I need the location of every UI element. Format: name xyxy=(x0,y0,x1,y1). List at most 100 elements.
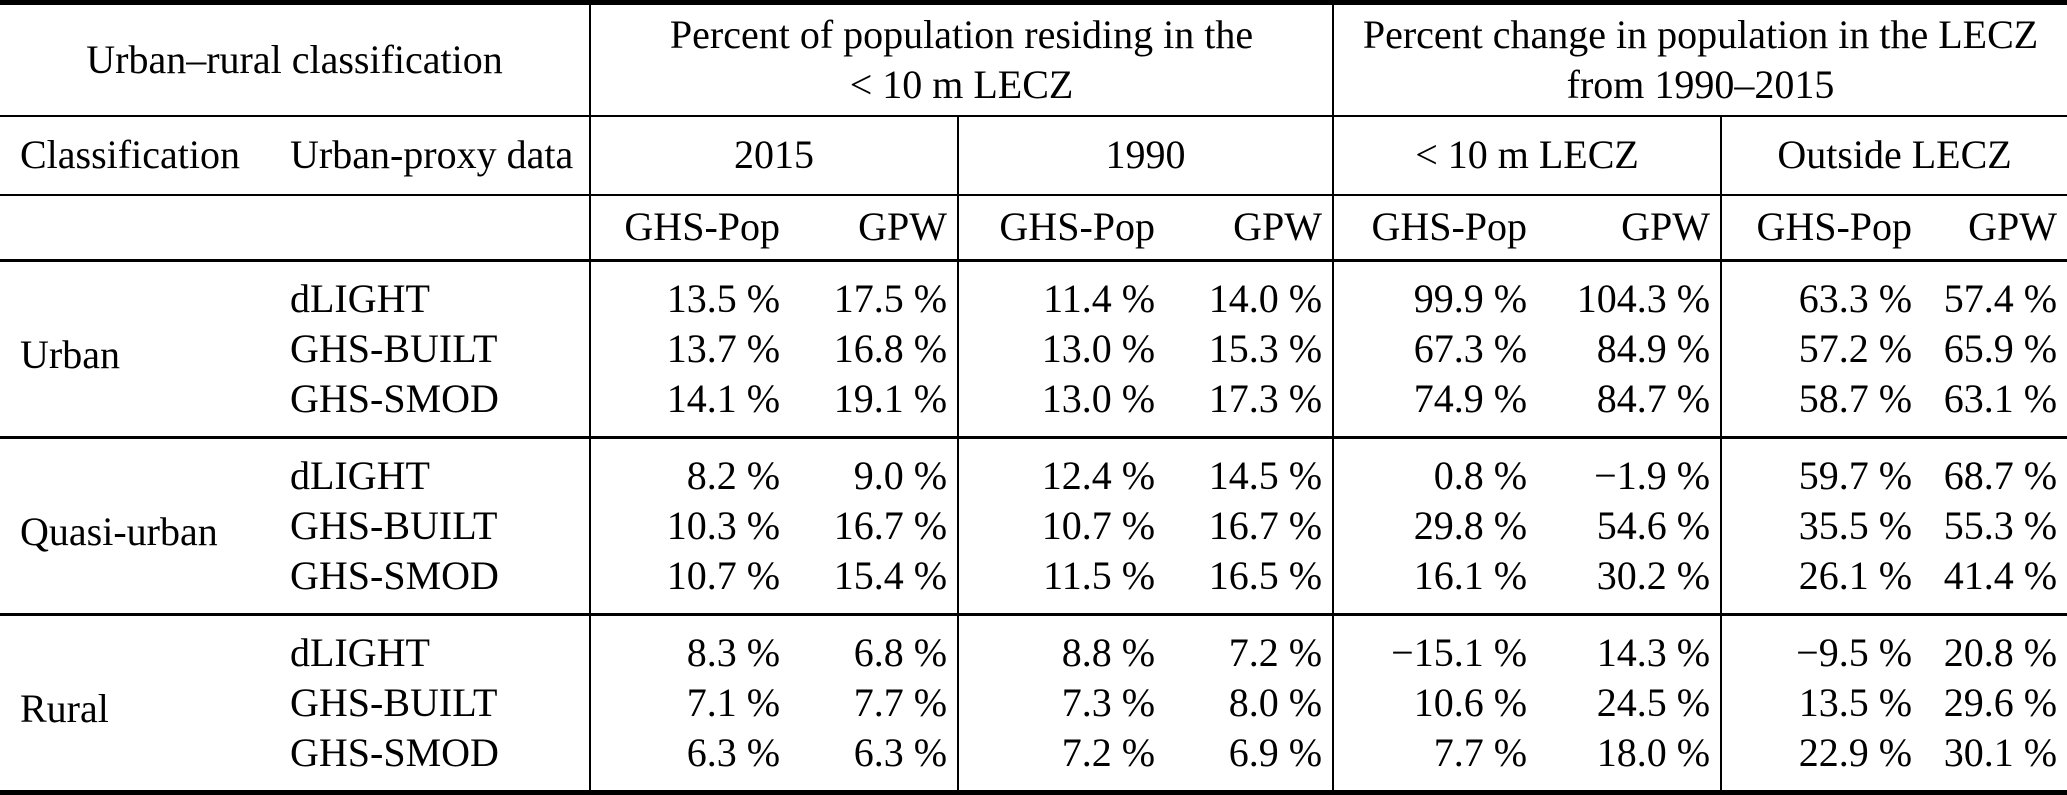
value-cell: −15.1 % xyxy=(1332,613,1538,678)
value-cell: 14.1 % xyxy=(589,374,791,438)
header-urban-proxy-data: Urban-proxy data xyxy=(240,115,591,196)
value-cell: 74.9 % xyxy=(1332,374,1538,438)
value-cell: 104.3 % xyxy=(1576,276,1711,321)
value-cell: 7.1 % xyxy=(589,678,791,728)
header-year-2015: 2015 xyxy=(589,115,959,196)
value-cell: 14.5 % xyxy=(1165,436,1334,501)
proxy-cell: GHS-BUILT xyxy=(290,326,498,371)
value-cell: 54.6 % xyxy=(1596,503,1711,548)
value-cell: 0.8 % xyxy=(1332,436,1538,501)
value-cell: 15.4 % xyxy=(833,553,948,598)
value-cell: 8.2 % xyxy=(589,436,791,501)
proxy-cell: dLIGHT xyxy=(240,613,591,678)
value-cell: 15.3 % xyxy=(1208,326,1323,371)
proxy-cell: GHS-BUILT xyxy=(290,503,498,548)
value-cell: 12.4 % xyxy=(957,436,1166,501)
header-group3-line2: from 1990–2015 xyxy=(1566,61,1835,107)
value-cell: 8.0 % xyxy=(1228,680,1323,725)
table-row: GHS-SMOD 14.1 % 19.1 % 13.0 % 17.3 % 74.… xyxy=(0,374,2067,438)
header-percent-change: Percent change in population in the LECZ… xyxy=(1332,2,2067,117)
value-cell: 7.2 % xyxy=(957,728,1166,793)
table-row: Urban dLIGHT 13.5 % 17.5 % 11.4 % 14.0 %… xyxy=(0,260,2067,377)
value-cell: 99.9 % xyxy=(1332,260,1538,324)
value-cell: 11.5 % xyxy=(957,551,1166,615)
value-cell: 58.7 % xyxy=(1720,374,1923,438)
value-cell: 67.3 % xyxy=(1332,324,1538,374)
section-rural: Rural dLIGHT 8.3 % 6.8 % 8.8 % 7.2 % −15… xyxy=(0,613,2067,793)
classification-cell: Quasi-urban xyxy=(0,436,240,615)
value-cell: 59.7 % xyxy=(1720,436,1923,501)
header-urban-rural-classification: Urban–rural classification xyxy=(0,2,591,117)
table-row: Rural dLIGHT 8.3 % 6.8 % 8.8 % 7.2 % −15… xyxy=(0,613,2067,793)
value-cell: 16.7 % xyxy=(1208,503,1323,548)
value-cell: 14.0 % xyxy=(1208,276,1323,321)
value-cell: 84.9 % xyxy=(1596,326,1711,371)
value-cell: 11.4 % xyxy=(957,260,1166,324)
value-cell: 6.9 % xyxy=(1228,730,1323,775)
value-cell: 13.0 % xyxy=(957,324,1166,374)
value-cell: 9.0 % xyxy=(790,436,959,501)
value-cell: 10.6 % xyxy=(1332,678,1538,728)
value-cell: 22.9 % xyxy=(1720,728,1923,793)
value-cell: 18.0 % xyxy=(1596,730,1711,775)
header-percent-residing: Percent of population residing in the < … xyxy=(589,2,1334,117)
value-cell: 24.5 % xyxy=(1596,680,1711,725)
table-row: GHS-BUILT 10.3 % 16.7 % 10.7 % 16.7 % 29… xyxy=(0,501,2067,551)
header-ghspop-lecz: GHS-Pop xyxy=(1332,194,1538,262)
header-ghspop-1990: GHS-Pop xyxy=(957,194,1166,262)
value-cell: 7.7 % xyxy=(1332,728,1538,793)
table-row: GHS-BUILT 7.1 % 7.7 % 7.3 % 8.0 % 10.6 %… xyxy=(0,678,2067,728)
proxy-cell: GHS-SMOD xyxy=(290,553,499,598)
header-spacer xyxy=(240,194,591,262)
table-row: GHS-BUILT 13.7 % 16.8 % 13.0 % 15.3 % 67… xyxy=(0,324,2067,374)
proxy-cell: GHS-SMOD xyxy=(290,376,499,421)
value-cell: 84.7 % xyxy=(1596,376,1711,421)
value-cell: 57.2 % xyxy=(1720,324,1923,374)
value-cell: 17.3 % xyxy=(1208,376,1323,421)
table-row: Quasi-urban dLIGHT 8.2 % 9.0 % 12.4 % 14… xyxy=(0,436,2067,615)
value-cell: 20.8 % xyxy=(1922,613,2067,678)
value-cell: 13.5 % xyxy=(1720,678,1923,728)
value-cell: 13.0 % xyxy=(957,374,1166,438)
section-urban: Urban dLIGHT 13.5 % 17.5 % 11.4 % 14.0 %… xyxy=(0,260,2067,438)
header-group1-text: Urban–rural classification xyxy=(86,36,503,82)
header-spacer xyxy=(0,194,240,262)
value-cell: 57.4 % xyxy=(1943,276,2058,321)
value-cell: 7.7 % xyxy=(853,680,948,725)
value-cell: 10.7 % xyxy=(589,551,791,615)
value-cell: 63.3 % xyxy=(1720,260,1923,324)
header-outside-lecz: Outside LECZ xyxy=(1720,115,2067,196)
header-subgroup-row: Classification Urban-proxy data 2015 199… xyxy=(0,115,2067,196)
proxy-cell: dLIGHT xyxy=(290,276,430,321)
value-cell: 35.5 % xyxy=(1720,501,1923,551)
header-ghspop-2015: GHS-Pop xyxy=(589,194,791,262)
header-gpw-2015: GPW xyxy=(790,194,959,262)
section-quasi-urban: Quasi-urban dLIGHT 8.2 % 9.0 % 12.4 % 14… xyxy=(0,436,2067,615)
value-cell: 16.1 % xyxy=(1332,551,1538,615)
value-cell: −9.5 % xyxy=(1720,613,1923,678)
value-cell: 13.7 % xyxy=(589,324,791,374)
value-cell: 68.7 % xyxy=(1922,436,2067,501)
header-gpw-1990: GPW xyxy=(1165,194,1334,262)
value-cell: 7.3 % xyxy=(957,678,1166,728)
header-group3-line1: Percent change in population in the LECZ xyxy=(1362,11,2039,57)
value-cell: 13.5 % xyxy=(589,260,791,324)
value-cell: 29.8 % xyxy=(1332,501,1538,551)
value-cell: −1.9 % xyxy=(1537,436,1722,501)
table-row: GHS-SMOD 6.3 % 6.3 % 7.2 % 6.9 % 7.7 % 1… xyxy=(0,728,2067,793)
table-row: GHS-SMOD 10.7 % 15.4 % 11.5 % 16.5 % 16.… xyxy=(0,551,2067,615)
value-cell: 17.5 % xyxy=(833,276,948,321)
header-classification: Classification xyxy=(0,115,240,196)
classification-cell: Urban xyxy=(20,332,120,377)
value-cell: 8.8 % xyxy=(957,613,1166,678)
value-cell: 19.1 % xyxy=(833,376,948,421)
value-cell: 6.8 % xyxy=(790,613,959,678)
value-cell: 6.3 % xyxy=(589,728,791,793)
value-cell: 63.1 % xyxy=(1943,376,2058,421)
header-group-row: Urban–rural classification Percent of po… xyxy=(0,2,2067,117)
proxy-cell: GHS-SMOD xyxy=(290,730,499,775)
proxy-cell: GHS-BUILT xyxy=(290,680,498,725)
value-cell: 30.2 % xyxy=(1596,553,1711,598)
proxy-cell: dLIGHT xyxy=(240,436,591,501)
